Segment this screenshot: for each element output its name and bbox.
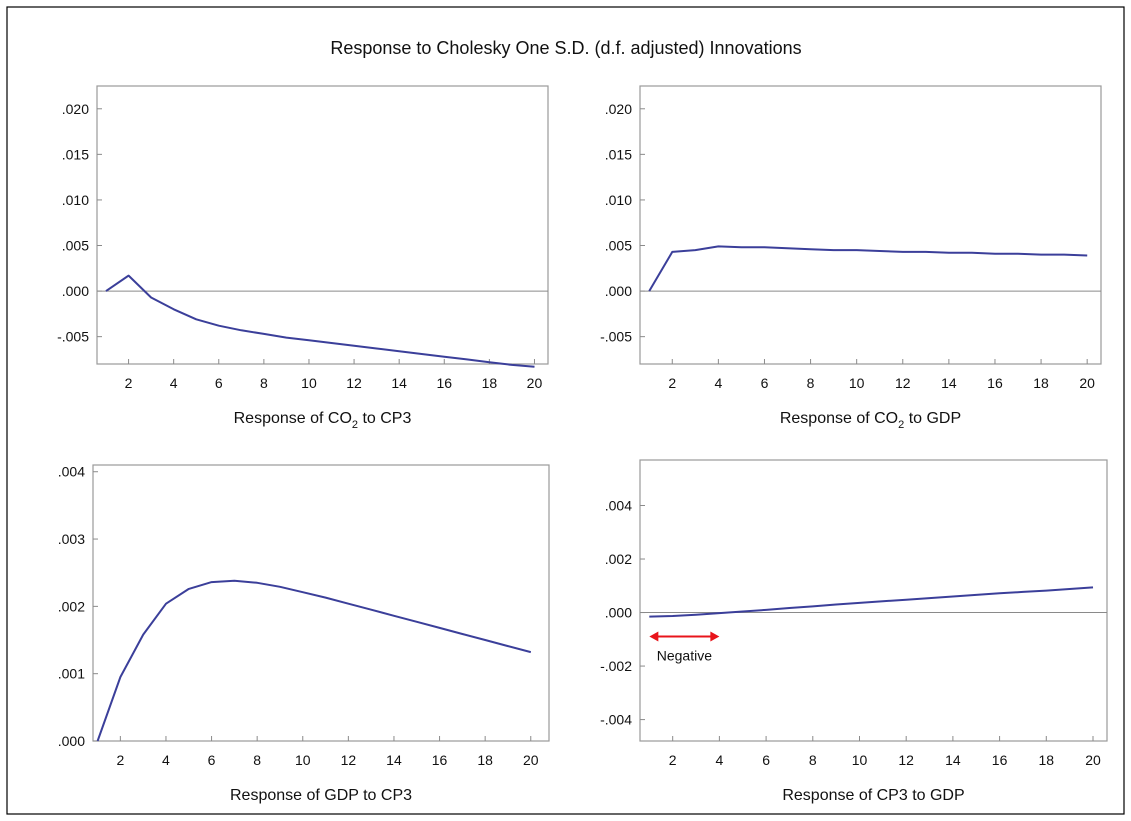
x-tick-label: 16 [436, 375, 452, 391]
plot-frame [639, 459, 1108, 742]
x-tick-label: 10 [849, 375, 865, 391]
x-tick-label: 10 [852, 752, 868, 768]
panels: -.005 .000 .005 .010 .015 .020 2 4 6 8 10 12 14 16 18 2… [57, 85, 1108, 804]
y-tick-label: .020 [62, 101, 89, 117]
chart-panel-4: -.004 -.002 .000 .002 .004 2 4 6 8 10 12 14 16 18 20 Re… [600, 459, 1108, 804]
series-line [96, 579, 532, 742]
x-tick-label: 14 [391, 375, 407, 391]
x-tick-label: 8 [807, 375, 815, 391]
y-tick-label: .020 [605, 101, 632, 117]
y-tick-label: .010 [605, 192, 632, 208]
plot-frame [639, 85, 1102, 365]
series-line [649, 586, 1094, 618]
y-tick-label: .000 [605, 283, 632, 299]
panel-title-main: Response of CO [234, 410, 352, 427]
x-tick-label: 4 [714, 375, 722, 391]
annotation-arrow-head-left [649, 631, 659, 642]
panel-title: Response of CO2 to CP3 [234, 410, 412, 431]
annotation-arrow-head-right [710, 631, 720, 642]
y-tick-label: .004 [58, 464, 85, 480]
y-tick-label: .005 [605, 238, 632, 254]
x-tick-label: 6 [208, 752, 216, 768]
chart-panel-2: -.005 .000 .005 .010 .015 .020 2 4 6 8 10 12 14 16 18 2… [600, 85, 1102, 431]
figure-frame [6, 6, 1125, 815]
x-tick-label: 20 [1079, 375, 1095, 391]
x-tick-label: 6 [215, 375, 223, 391]
x-tick-label: 4 [715, 752, 723, 768]
panel-title-subscript: 2 [352, 419, 358, 431]
x-tick-label: 14 [386, 752, 402, 768]
x-tick-label: 12 [895, 375, 911, 391]
y-tick-label: -.002 [600, 658, 632, 674]
x-tick-label: 8 [253, 752, 261, 768]
x-tick-label: 10 [295, 752, 311, 768]
x-tick-label: 8 [809, 752, 817, 768]
y-tick-label: .003 [58, 531, 85, 547]
panel-title: Response of CO2 to GDP [780, 410, 961, 431]
x-tick-label: 16 [992, 752, 1008, 768]
x-tick-label: 4 [170, 375, 178, 391]
x-tick-label: 2 [669, 752, 677, 768]
x-tick-label: 2 [116, 752, 124, 768]
x-tick-label: 4 [162, 752, 170, 768]
plot-frame [96, 85, 549, 365]
x-tick-label: 18 [482, 375, 498, 391]
series-line [648, 245, 1088, 292]
y-tick-label: -.004 [600, 712, 632, 728]
x-tick-label: 12 [898, 752, 914, 768]
panel-title-subscript: 2 [898, 419, 904, 431]
series-line [105, 274, 535, 368]
x-tick-label: 2 [125, 375, 133, 391]
y-tick-label: .000 [605, 605, 632, 621]
x-tick-label: 12 [346, 375, 362, 391]
x-tick-label: 14 [941, 375, 957, 391]
x-tick-label: 20 [523, 752, 539, 768]
y-tick-label: .002 [605, 551, 632, 567]
y-tick-label: .015 [62, 146, 89, 162]
x-tick-label: 14 [945, 752, 961, 768]
panel-title-main: Response of GDP to CP3 [230, 787, 412, 804]
x-tick-label: 6 [762, 752, 770, 768]
x-tick-label: 16 [987, 375, 1003, 391]
x-tick-label: 12 [341, 752, 357, 768]
x-tick-label: 10 [301, 375, 317, 391]
x-tick-label: 18 [477, 752, 493, 768]
y-tick-label: .004 [605, 497, 632, 513]
x-tick-label: 16 [432, 752, 448, 768]
y-tick-label: .000 [58, 733, 85, 749]
x-tick-label: 2 [668, 375, 676, 391]
y-tick-label: .001 [58, 666, 85, 682]
y-tick-label: -.005 [57, 329, 89, 345]
chart-panel-1: -.005 .000 .005 .010 .015 .020 2 4 6 8 10 12 14 16 18 2… [57, 85, 549, 431]
panel-title: Response of GDP to CP3 [230, 787, 412, 804]
annotation-label: Negative [657, 648, 712, 664]
panel-title: Response of CP3 to GDP [782, 787, 964, 804]
panel-title-tail: to GDP [904, 410, 961, 427]
x-tick-label: 20 [1085, 752, 1101, 768]
x-tick-label: 8 [260, 375, 268, 391]
panel-title-tail: to CP3 [358, 410, 411, 427]
figure-title: Response to Cholesky One S.D. (d.f. adju… [330, 38, 801, 58]
x-tick-label: 18 [1039, 752, 1055, 768]
y-tick-label: .015 [605, 146, 632, 162]
panel-title-main: Response of CO [780, 410, 898, 427]
y-tick-label: .005 [62, 238, 89, 254]
y-tick-label: .002 [58, 598, 85, 614]
plot-frame [92, 464, 550, 742]
x-tick-label: 6 [761, 375, 769, 391]
panel-title-main: Response of CP3 to GDP [782, 787, 964, 804]
y-tick-label: .010 [62, 192, 89, 208]
x-tick-label: 18 [1033, 375, 1049, 391]
y-tick-label: -.005 [600, 329, 632, 345]
x-tick-label: 20 [527, 375, 543, 391]
chart-panel-3: .000 .001 .002 .003 .004 2 4 6 8 10 12 14 16 18 20 Resp… [58, 464, 550, 804]
y-tick-label: .000 [62, 283, 89, 299]
